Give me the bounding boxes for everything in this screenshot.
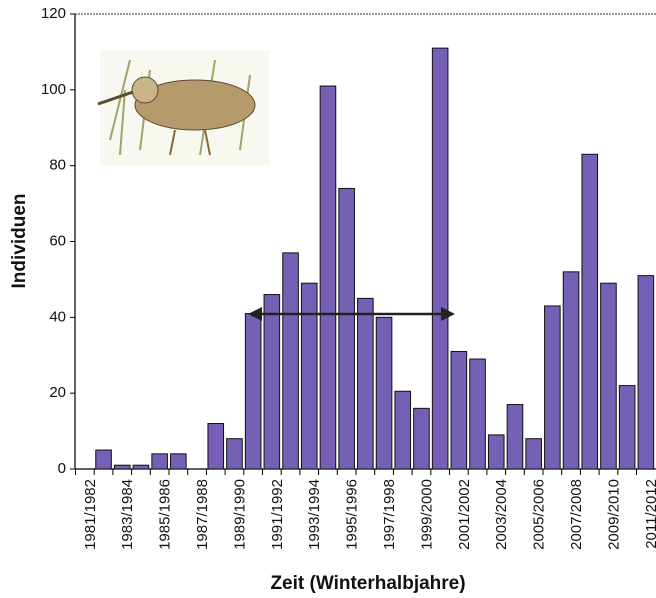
bar [152, 454, 168, 469]
y-tick-label: 120 [41, 5, 66, 22]
bar [339, 188, 355, 469]
y-tick-label: 80 [49, 157, 66, 174]
x-tick-label: 1991/1992 [269, 479, 286, 550]
y-axis-label: Individuen [9, 194, 30, 289]
y-tick-label: 60 [49, 232, 66, 249]
bar [395, 391, 411, 469]
x-tick-label: 1995/1996 [344, 479, 361, 550]
y-tick-label: 20 [49, 384, 66, 401]
bar [133, 465, 149, 469]
x-tick-label: 1993/1994 [306, 479, 323, 550]
x-tick-label: 2011/2012 [643, 479, 656, 549]
bar [96, 450, 112, 469]
bar [283, 253, 299, 469]
y-tick-label: 100 [41, 81, 66, 98]
y-tick-label: 40 [49, 308, 66, 325]
bar [488, 435, 504, 469]
bar [264, 295, 280, 469]
chart: Individuen Zeit (Winterhalbjahre) 0 20 40 6… [0, 0, 656, 598]
x-tick-label: 2009/2010 [605, 479, 622, 550]
x-tick-label: 1983/1984 [119, 479, 136, 550]
x-tick-label: 2003/2004 [493, 479, 510, 550]
bar [619, 386, 635, 469]
bird-illustration [98, 50, 270, 165]
bar [601, 283, 617, 469]
bar [414, 408, 430, 469]
x-tick-label: 2005/2006 [531, 479, 548, 550]
bar [526, 439, 542, 469]
bar [432, 48, 448, 469]
bar [638, 276, 654, 469]
bar [358, 298, 374, 469]
bar [507, 405, 523, 469]
y-tick-label: 0 [58, 460, 66, 477]
bar [563, 272, 579, 469]
bar [545, 306, 561, 469]
x-tick-label: 2001/2002 [456, 479, 473, 550]
bar [208, 424, 224, 470]
x-tick-label: 1989/1990 [231, 479, 248, 550]
bar [227, 439, 243, 469]
bar [320, 86, 336, 469]
x-tick-label: 2007/2008 [568, 479, 585, 550]
bar [114, 465, 130, 469]
bar [470, 359, 486, 469]
bar [171, 454, 187, 469]
x-tick-label: 1999/2000 [418, 479, 435, 550]
x-tick-label: 1987/1988 [194, 479, 211, 550]
x-axis-label: Zeit (Winterhalbjahre) [270, 573, 465, 594]
x-tick-label: 1997/1998 [381, 479, 398, 550]
bar [376, 317, 392, 469]
bar [582, 154, 598, 469]
bar [301, 283, 317, 469]
bar [451, 351, 467, 469]
x-tick-label: 1981/1982 [82, 479, 99, 550]
x-tick-label: 1985/1986 [157, 479, 174, 550]
bar [245, 314, 261, 469]
